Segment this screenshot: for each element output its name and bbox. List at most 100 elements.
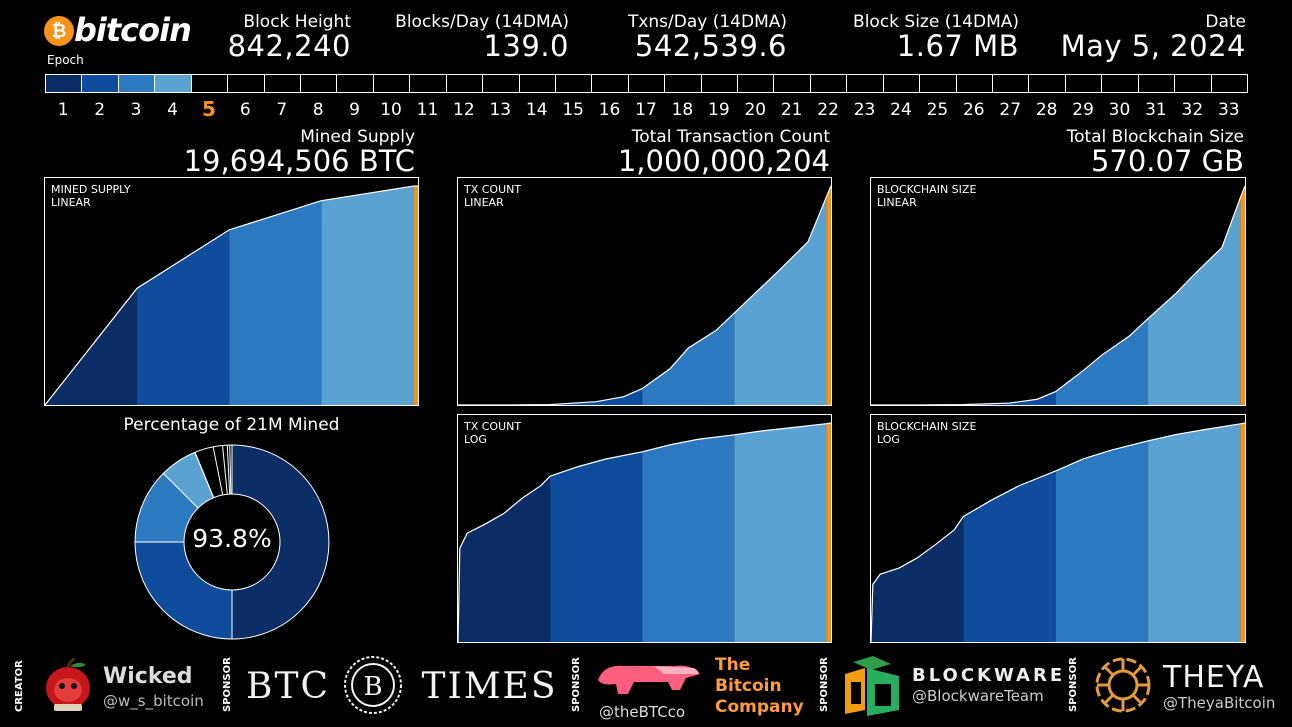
epoch-number-5: 5 xyxy=(201,97,216,121)
epoch-area-5 xyxy=(826,423,831,642)
epoch-area-2 xyxy=(137,229,230,405)
epoch-number-31: 31 xyxy=(1145,100,1167,120)
panel-title: Total Transaction Count xyxy=(631,127,830,147)
stat-label: Block Height xyxy=(243,12,351,32)
donut-future-divider-1 xyxy=(212,446,224,496)
epoch-area-1 xyxy=(458,476,551,642)
epoch-cell-27 xyxy=(992,74,1030,93)
creator-handle: @w_s_bitcoin xyxy=(103,692,204,710)
epoch-cell-13 xyxy=(482,74,520,93)
epoch-area-5 xyxy=(826,186,831,405)
epoch-number-25: 25 xyxy=(926,100,949,120)
epoch-number-16: 16 xyxy=(598,100,621,120)
epoch-number-7: 7 xyxy=(276,100,288,120)
chart-tag: MINED SUPPLY LINEAR xyxy=(51,183,131,209)
stat-label: Date xyxy=(1205,12,1246,32)
epoch-cell-9 xyxy=(336,74,374,93)
stat-blocks-per-day: Blocks/Day (14DMA) 139.0 xyxy=(395,12,569,63)
epoch-cell-30 xyxy=(1101,74,1139,93)
donut-slice-remaining xyxy=(194,444,233,499)
epoch-area-4 xyxy=(321,186,414,405)
stat-value: 139.0 xyxy=(483,29,569,63)
epoch-cell-23 xyxy=(846,74,884,93)
epoch-number-19: 19 xyxy=(708,100,730,120)
epoch-area-5 xyxy=(413,186,418,405)
epoch-number-10: 10 xyxy=(380,100,402,120)
stat-label: Blocks/Day (14DMA) xyxy=(395,12,569,32)
epoch-number-21: 21 xyxy=(780,100,803,120)
wicked-apple-avatar xyxy=(46,657,90,711)
epoch-number-12: 12 xyxy=(453,100,475,120)
epoch-number-32: 32 xyxy=(1181,100,1204,120)
epoch-number-13: 13 xyxy=(489,100,512,120)
epoch-number-28: 28 xyxy=(1035,100,1058,120)
stat-block-size: Block Size (14DMA) 1.67 MB xyxy=(853,12,1019,63)
svg-text:B: B xyxy=(363,672,382,702)
epoch-cell-17 xyxy=(627,74,666,93)
series-line xyxy=(45,185,418,405)
epoch-cell-4 xyxy=(154,74,192,93)
epoch-number-15: 15 xyxy=(562,100,584,120)
panel-value: 570.07 GB xyxy=(1090,144,1244,178)
donut-future-divider-2 xyxy=(222,445,228,495)
chart-svg xyxy=(871,185,1245,405)
theya-name: THEYA xyxy=(1163,660,1265,695)
stat-value: 1.67 MB xyxy=(896,29,1019,63)
bitcoin-company-name: The Bitcoin Company xyxy=(715,655,804,717)
epoch-area-3 xyxy=(642,313,735,405)
epoch-number-3: 3 xyxy=(130,100,142,120)
epoch-cell-12 xyxy=(445,74,484,93)
donut-future-divider-3 xyxy=(226,445,231,495)
series-line xyxy=(458,422,831,642)
epoch-cell-19 xyxy=(700,74,739,93)
epoch-cell-16 xyxy=(591,74,629,93)
bitcoin-wordmark: bitcoin xyxy=(74,11,192,49)
epoch-area-3 xyxy=(1055,318,1149,405)
sponsor-tag: SPONSOR xyxy=(819,657,830,712)
stat-label: Block Size (14DMA) xyxy=(853,12,1019,32)
chart-tag: TX COUNT LOG xyxy=(464,420,522,446)
panel-title: Mined Supply xyxy=(300,127,415,147)
stat-value: 842,240 xyxy=(227,29,351,63)
donut-future-divider-4 xyxy=(229,445,232,495)
epoch-number-24: 24 xyxy=(890,100,912,120)
epoch-area-1 xyxy=(871,516,964,642)
epoch-area-2 xyxy=(963,391,1056,405)
mined-supply-linear-chart: MINED SUPPLY LINEAR xyxy=(44,177,419,406)
epoch-number-29: 29 xyxy=(1072,100,1094,120)
stat-label: Txns/Day (14DMA) xyxy=(627,12,787,32)
epoch-area-2 xyxy=(550,451,643,642)
bitcoin-icon: ₿ xyxy=(44,16,74,46)
creator-tag: CREATOR xyxy=(14,660,25,712)
epoch-cell-10 xyxy=(372,74,411,93)
stat-txns-per-day: Txns/Day (14DMA) 542,539.6 xyxy=(628,12,787,63)
epoch-number-2: 2 xyxy=(94,100,106,120)
btc-times-seal-icon: B xyxy=(344,656,402,714)
epoch-area-5 xyxy=(1240,423,1245,642)
epoch-cell-33 xyxy=(1210,74,1248,93)
epoch-cell-24 xyxy=(882,74,921,93)
epoch-area-3 xyxy=(642,434,735,642)
donut-slice-2 xyxy=(134,541,233,640)
epoch-number-8: 8 xyxy=(312,100,324,120)
creator-name: Wicked xyxy=(103,664,193,689)
chart-tag: BLOCKCHAIN SIZE LINEAR xyxy=(877,183,977,209)
epoch-cell-15 xyxy=(554,74,593,93)
epoch-cell-28 xyxy=(1028,74,1066,93)
blockware-handle: @BlockwareTeam xyxy=(912,687,1044,705)
svg-text:₿: ₿ xyxy=(52,21,67,42)
epoch-number-27: 27 xyxy=(999,100,1022,120)
epoch-cell-26 xyxy=(955,74,994,93)
epoch-cell-5 xyxy=(190,74,229,93)
bitcoin-company-badger-icon xyxy=(598,665,700,694)
sponsor-tag: SPONSOR xyxy=(571,657,582,712)
epoch-number-23: 23 xyxy=(853,100,876,120)
sponsor-tag: SPONSOR xyxy=(222,657,233,712)
epoch-area-4 xyxy=(1148,423,1241,642)
series-line xyxy=(871,185,1245,405)
chart-svg xyxy=(871,422,1245,642)
epoch-cell-32 xyxy=(1174,74,1212,93)
epoch-area-3 xyxy=(229,200,322,405)
panel-title: Total Blockchain Size xyxy=(1066,127,1244,147)
epoch-number-6: 6 xyxy=(239,100,251,120)
